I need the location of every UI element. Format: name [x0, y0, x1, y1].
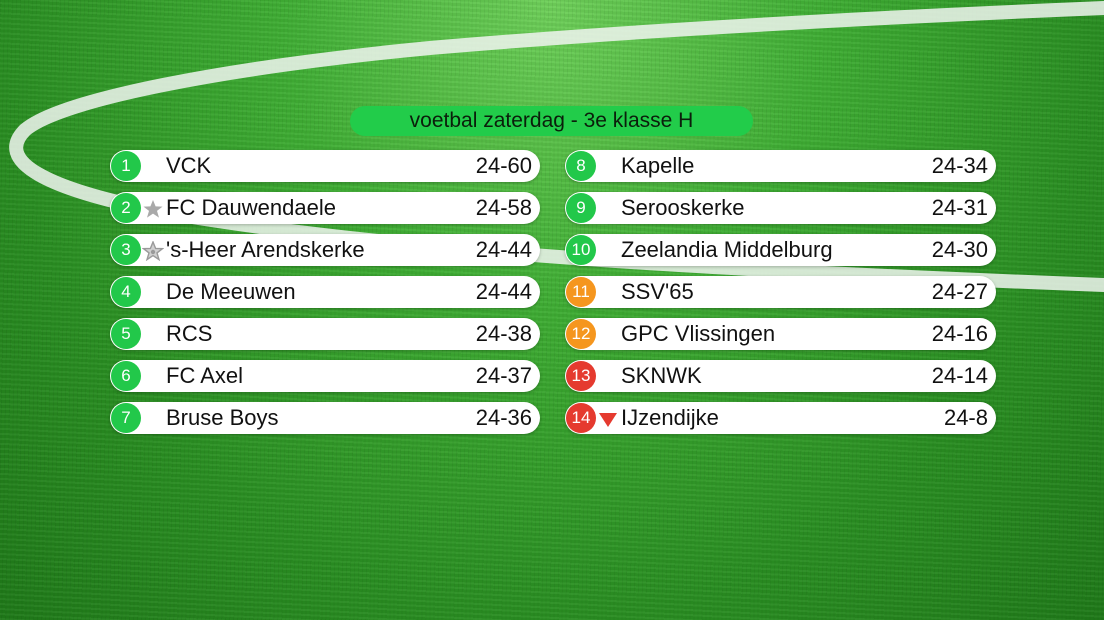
- standings-row: 7 Bruse Boys 24-36: [110, 402, 540, 434]
- league-title: voetbal zaterdag - 3e klasse H: [350, 106, 753, 136]
- star-outline-icon: [142, 241, 164, 261]
- star-icon: [143, 200, 163, 218]
- standings-row: 4 De Meeuwen 24-44: [110, 276, 540, 308]
- rank-badge: 2: [111, 193, 141, 223]
- standings-right-column: 8 Kapelle 24-34 9 Serooskerke 24-31 10 Z…: [565, 150, 996, 444]
- team-name: 's-Heer Arendskerke: [166, 237, 365, 262]
- team-name: SSV'65: [621, 279, 694, 304]
- team-name: Bruse Boys: [166, 405, 279, 430]
- rank-badge: 4: [111, 277, 141, 307]
- relegation-arrow-icon: [599, 413, 617, 427]
- standings-row: 9 Serooskerke 24-31: [565, 192, 996, 224]
- team-record: 24-36: [475, 405, 532, 430]
- rank-badge: 8: [566, 151, 596, 181]
- standings-left-column: 1 VCK 24-60 2 FC Dauwendaele 24-58 3 's-…: [110, 150, 540, 444]
- standings-row: 1 VCK 24-60: [110, 150, 540, 182]
- team-name: VCK: [166, 153, 212, 178]
- standings-row: 8 Kapelle 24-34: [565, 150, 996, 182]
- team-name: GPC Vlissingen: [621, 321, 776, 346]
- standings-row: 13 SKNWK 24-14: [565, 360, 996, 392]
- team-record: 24-8: [943, 405, 988, 430]
- team-record: 24-44: [475, 237, 532, 262]
- standings-row: 6 FC Axel 24-37: [110, 360, 540, 392]
- team-record: 24-30: [931, 237, 988, 262]
- rank-badge: 9: [566, 193, 596, 223]
- standings-row: 3 's-Heer Arendskerke 24-44: [110, 234, 540, 266]
- team-name: RCS: [166, 321, 213, 346]
- team-record: 24-60: [475, 153, 532, 178]
- rank-badge: 3: [111, 235, 141, 265]
- team-record: 24-34: [931, 153, 988, 178]
- team-record: 24-31: [931, 195, 988, 220]
- team-name: Kapelle: [621, 153, 695, 178]
- team-name: SKNWK: [621, 363, 702, 388]
- team-name: IJzendijke: [621, 405, 719, 430]
- rank-badge: 12: [566, 319, 596, 349]
- rank-badge: 10: [566, 235, 596, 265]
- team-name: FC Dauwendaele: [166, 195, 336, 220]
- team-name: FC Axel: [166, 363, 244, 388]
- standings-row: 14 IJzendijke 24-8: [565, 402, 996, 434]
- standings-row: 11 SSV'65 24-27: [565, 276, 996, 308]
- rank-badge: 1: [111, 151, 141, 181]
- standings-row: 12 GPC Vlissingen 24-16: [565, 318, 996, 350]
- rank-badge: 6: [111, 361, 141, 391]
- rank-badge: 11: [566, 277, 596, 307]
- team-name: Serooskerke: [621, 195, 745, 220]
- team-record: 24-14: [931, 363, 988, 388]
- team-record: 24-38: [475, 321, 532, 346]
- team-name: Zeelandia Middelburg: [621, 237, 833, 262]
- standings-row: 2 FC Dauwendaele 24-58: [110, 192, 540, 224]
- team-record: 24-37: [475, 363, 532, 388]
- standings-row: 10 Zeelandia Middelburg 24-30: [565, 234, 996, 266]
- rank-badge: 13: [566, 361, 596, 391]
- team-record: 24-44: [475, 279, 532, 304]
- team-record: 24-58: [475, 195, 532, 220]
- team-record: 24-16: [931, 321, 988, 346]
- team-name: De Meeuwen: [166, 279, 296, 304]
- rank-badge: 14: [566, 403, 596, 433]
- rank-badge: 7: [111, 403, 141, 433]
- rank-badge: 5: [111, 319, 141, 349]
- standings-row: 5 RCS 24-38: [110, 318, 540, 350]
- team-record: 24-27: [931, 279, 988, 304]
